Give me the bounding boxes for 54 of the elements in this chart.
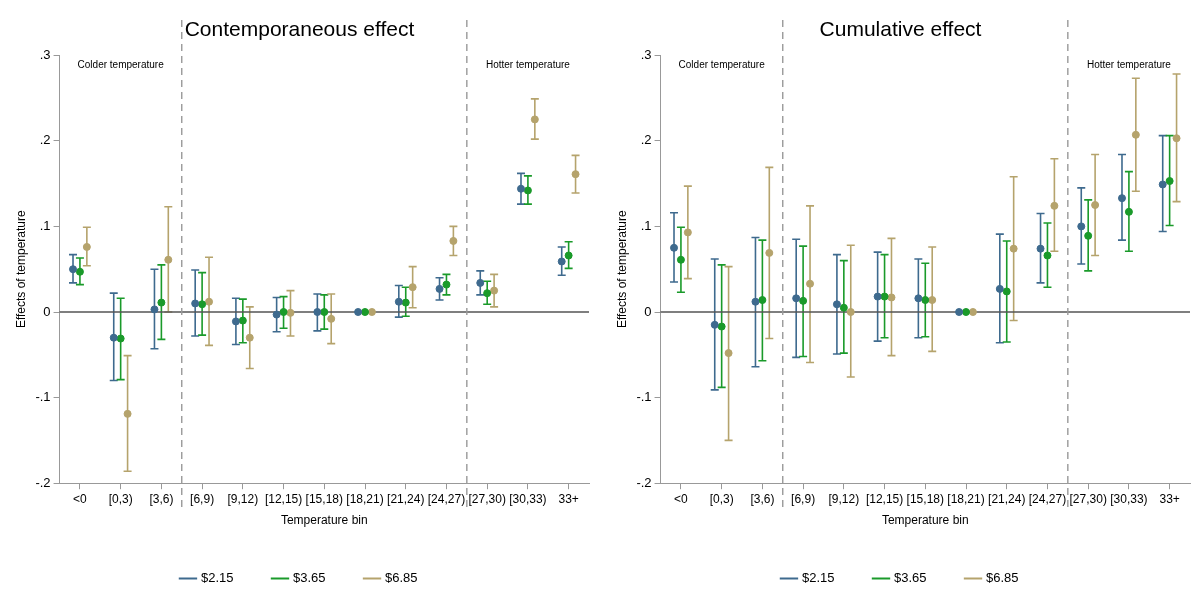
legend-label: $2.15 [801, 570, 835, 586]
x-tick-label: [3,6) [149, 491, 174, 506]
y-tick-label: -.1 [636, 389, 652, 405]
y-tick-label: -.2 [636, 474, 652, 490]
y-axis-title: Effects of temperature [614, 209, 629, 329]
annotation: Hotter temperature [1086, 58, 1172, 70]
legend-label: $2.15 [200, 570, 234, 586]
chart-title: Cumulative effect [819, 17, 982, 41]
y-tick-label: -.1 [35, 389, 51, 405]
y-tick-label: .1 [640, 217, 652, 233]
y-tick-label: -.2 [35, 474, 51, 490]
x-tick-label: [9,12) [828, 491, 860, 506]
x-tick-label: [0,3) [709, 491, 734, 506]
legend-label: $3.65 [292, 570, 326, 586]
y-tick-label: 0 [644, 303, 652, 319]
legend-label: $3.65 [893, 570, 927, 586]
x-tick-label: [9,12) [227, 491, 259, 506]
x-axis-title: Temperature bin [280, 513, 368, 528]
x-tick-label: [18,21) [947, 491, 985, 506]
x-tick-label: [12,15) [865, 491, 904, 506]
y-tick-label: 0 [43, 303, 51, 319]
x-tick-label: [21,24) [387, 491, 425, 506]
y-tick-label: .2 [640, 132, 652, 148]
x-tick-label: [0,3) [108, 491, 133, 506]
legend-label: $6.85 [986, 570, 1019, 586]
x-tick-label: 33+ [1159, 491, 1180, 506]
x-tick-label: <0 [674, 491, 689, 506]
annotation: Colder temperature [77, 58, 165, 70]
y-axis-title: Effects of temperature [13, 209, 28, 329]
annotation: Hotter temperature [485, 58, 571, 70]
x-tick-label: [6,9) [791, 491, 816, 506]
y-tick-label: .3 [39, 46, 51, 62]
y-tick-label: .2 [39, 132, 51, 148]
x-tick-label: [27,30) [1069, 491, 1107, 506]
chart-title: Contemporaneous effect [184, 17, 415, 41]
x-tick-label: [30,33) [509, 491, 547, 506]
x-tick-label: [18,21) [346, 491, 384, 506]
x-tick-label: <0 [73, 491, 88, 506]
y-tick-label: .3 [640, 46, 652, 62]
x-tick-label: [30,33) [1110, 491, 1148, 506]
legend-label: $6.85 [385, 570, 418, 586]
annotation: Colder temperature [678, 58, 766, 70]
y-tick-label: .1 [39, 217, 51, 233]
x-tick-label: [15,18) [906, 491, 944, 506]
x-tick-label: [27,30) [468, 491, 506, 506]
x-tick-label: [21,24) [988, 491, 1026, 506]
x-tick-label: [3,6) [750, 491, 775, 506]
x-tick-label: [24,27) [1028, 491, 1067, 506]
x-tick-label: [24,27) [427, 491, 466, 506]
x-axis-title: Temperature bin [881, 513, 969, 528]
x-tick-label: [6,9) [190, 491, 215, 506]
x-tick-label: [12,15) [264, 491, 303, 506]
x-tick-label: 33+ [558, 491, 579, 506]
x-tick-label: [15,18) [305, 491, 343, 506]
